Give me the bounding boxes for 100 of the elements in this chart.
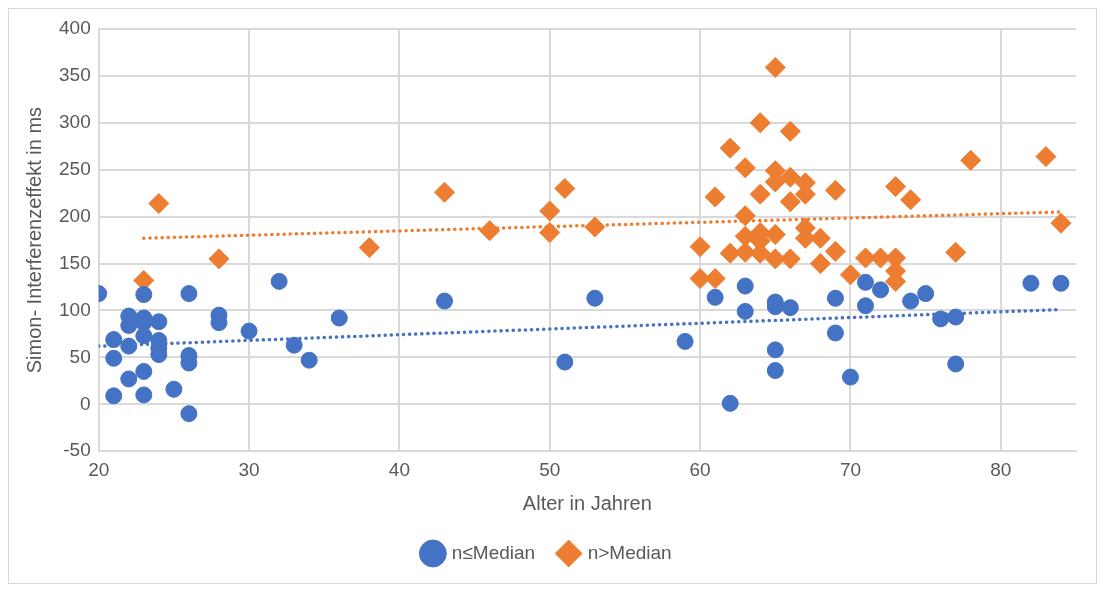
point: [841, 368, 859, 386]
point: [764, 56, 786, 78]
point: [779, 248, 801, 270]
y-tick-label: 0: [80, 392, 91, 414]
y-tick-label: 400: [59, 17, 91, 39]
point: [135, 327, 153, 345]
y-tick-label: 150: [59, 251, 91, 273]
point: [208, 248, 230, 270]
point: [824, 179, 846, 201]
x-tick-label: 80: [990, 458, 1012, 480]
point: [734, 157, 756, 179]
y-tick-label: 50: [69, 345, 91, 367]
point: [586, 289, 604, 307]
point: [704, 186, 726, 208]
point: [676, 332, 694, 350]
point: [719, 137, 741, 159]
point: [150, 313, 168, 331]
point: [736, 277, 754, 295]
x-tick-label: 20: [88, 458, 110, 480]
point: [766, 341, 784, 359]
point: [539, 222, 561, 244]
point: [105, 387, 123, 405]
point: [165, 380, 183, 398]
point: [135, 362, 153, 380]
point: [947, 355, 965, 373]
legend-label: n≤Median: [451, 541, 536, 563]
y-tick-label: 300: [59, 111, 91, 133]
point: [105, 331, 123, 349]
point: [824, 240, 846, 262]
point: [932, 310, 950, 328]
point: [749, 183, 771, 205]
point: [857, 273, 875, 291]
point: [917, 285, 935, 303]
point: [1052, 274, 1070, 292]
point: [872, 281, 890, 299]
point: [584, 216, 606, 238]
point: [809, 227, 831, 249]
point: [721, 394, 739, 412]
point: [764, 248, 786, 270]
point: [120, 337, 138, 355]
point: [749, 112, 771, 134]
point: [781, 299, 799, 317]
point: [766, 362, 784, 380]
x-axis-title: Alter in Jahren: [522, 491, 652, 514]
point: [736, 302, 754, 320]
point: [719, 242, 741, 264]
point: [556, 353, 574, 371]
point: [779, 120, 801, 142]
point: [689, 236, 711, 258]
point: [1050, 212, 1072, 234]
point: [706, 288, 724, 306]
point: [180, 405, 198, 423]
y-tick-label: 200: [59, 204, 91, 226]
point: [135, 386, 153, 404]
point: [285, 336, 303, 354]
point: [436, 292, 454, 310]
point: [270, 272, 288, 290]
point: [240, 322, 258, 340]
point: [300, 351, 318, 369]
point: [554, 178, 576, 199]
point: [734, 205, 756, 227]
point: [1035, 146, 1057, 168]
y-axis-title: Simon- Interferenzeffekt in ms: [22, 106, 45, 374]
point: [135, 286, 153, 304]
point: [902, 292, 920, 310]
point: [764, 223, 786, 245]
point: [947, 308, 965, 326]
y-tick-label: 350: [59, 64, 91, 86]
x-tick-label: 40: [388, 458, 410, 480]
point: [809, 253, 831, 275]
point: [839, 264, 861, 286]
y-tick-label: -50: [63, 439, 91, 461]
point: [704, 268, 726, 290]
point: [479, 220, 501, 242]
point: [900, 189, 922, 211]
point: [148, 193, 170, 215]
point: [120, 370, 138, 388]
point: [826, 324, 844, 342]
point: [358, 237, 380, 259]
point: [330, 309, 348, 327]
x-tick-label: 70: [839, 458, 862, 480]
point: [734, 241, 756, 263]
x-tick-label: 30: [238, 458, 260, 480]
point: [180, 285, 198, 303]
point: [539, 200, 561, 222]
point: [105, 349, 123, 367]
point: [826, 289, 844, 307]
x-tick-label: 60: [689, 458, 711, 480]
point: [434, 181, 456, 203]
point: [779, 166, 801, 188]
legend-label: n>Median: [587, 541, 672, 563]
point: [885, 176, 907, 198]
point: [960, 149, 982, 171]
y-tick-label: 250: [59, 157, 91, 179]
point: [779, 191, 801, 213]
point: [1022, 274, 1040, 292]
x-tick-label: 50: [539, 458, 561, 480]
point: [857, 297, 875, 315]
point: [945, 241, 967, 263]
y-tick-label: 100: [59, 298, 91, 320]
